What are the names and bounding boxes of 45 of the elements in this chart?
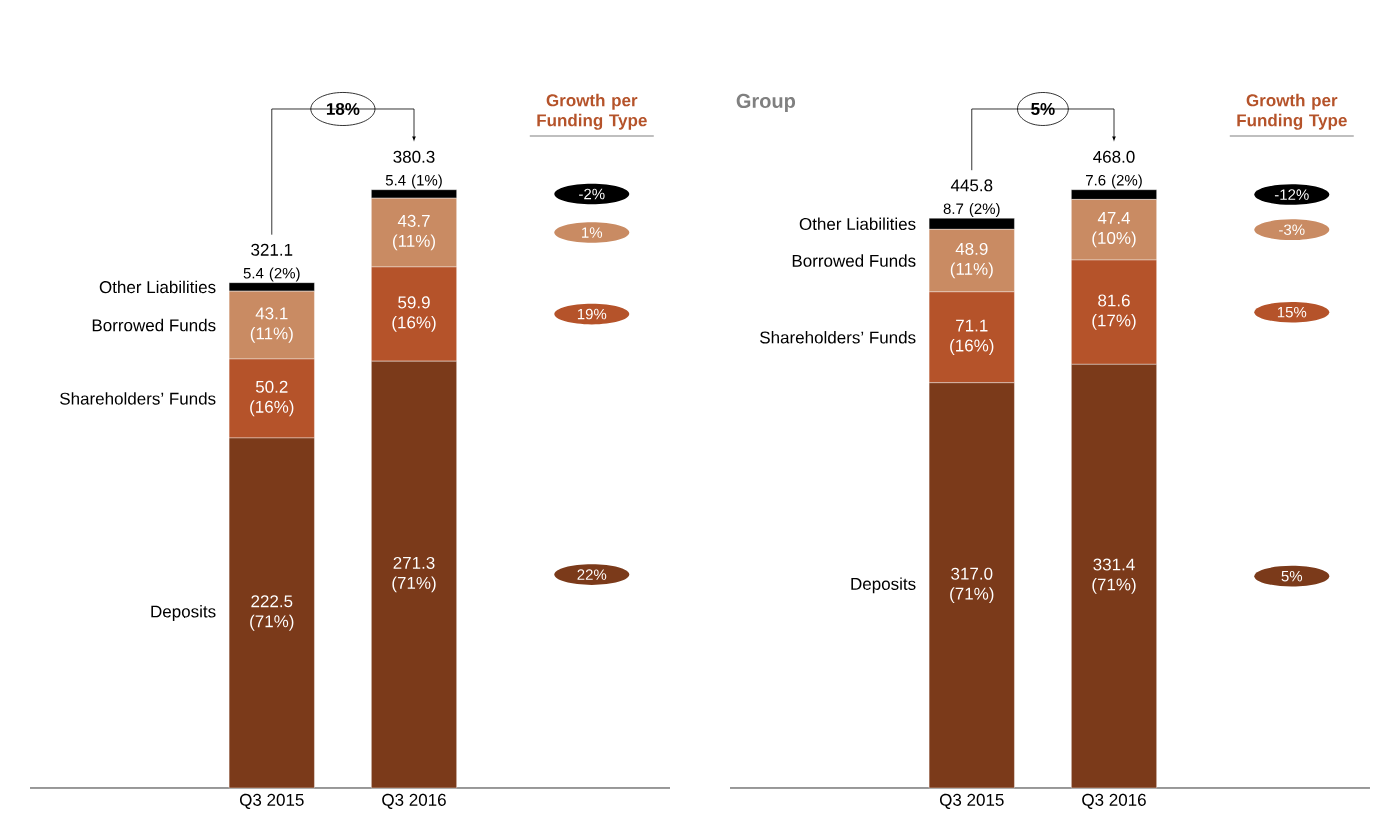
text: 5% bbox=[1031, 103, 1055, 115]
data-label: 43.7 (11%) bbox=[393, 214, 435, 251]
text: 18% bbox=[326, 102, 360, 116]
data-label: 71.1 (16%) bbox=[950, 319, 994, 355]
data-label: 7.6 (2%) bbox=[1086, 174, 1142, 189]
text: 5% bbox=[1281, 570, 1303, 582]
data-label: 5.4 (1%) bbox=[385, 174, 442, 189]
data-label: 317.0 (71%) bbox=[950, 567, 994, 604]
data-label: 48.9 (11%) bbox=[950, 242, 993, 279]
x-tick-label: Q3 2015 bbox=[939, 793, 1004, 809]
series-label: Other Liabilities bbox=[99, 280, 216, 294]
x-tick-label: Q3 2016 bbox=[1082, 793, 1146, 809]
text: 1% bbox=[582, 227, 603, 238]
data-label: 59.9 (16%) bbox=[392, 296, 436, 332]
data-label: 81.6 (17%) bbox=[1092, 294, 1136, 330]
series-label: Shareholders’ Funds bbox=[60, 392, 216, 405]
text: Growth per Funding Type bbox=[1237, 93, 1347, 130]
series-label: Deposits bbox=[851, 577, 916, 594]
data-label: 50.2 (16%) bbox=[250, 380, 294, 417]
text: 22% bbox=[577, 569, 607, 580]
series-label: Borrowed Funds bbox=[92, 318, 216, 332]
data-label: 331.4 (71%) bbox=[1092, 558, 1136, 594]
series-label: Shareholders’ Funds bbox=[760, 331, 916, 344]
total-label: 445.8 bbox=[950, 179, 993, 192]
x-tick-label: Q3 2015 bbox=[239, 793, 304, 809]
total-label: 468.0 bbox=[1093, 150, 1135, 163]
text: -12% bbox=[1274, 189, 1309, 200]
text: 15% bbox=[1277, 306, 1307, 318]
text: -3% bbox=[1279, 224, 1305, 236]
series-label: Borrowed Funds bbox=[792, 254, 916, 267]
series-label: Other Liabilities bbox=[799, 217, 916, 231]
text: Growth per Funding Type bbox=[537, 93, 647, 130]
text: 19% bbox=[577, 308, 607, 320]
text: -2% bbox=[579, 188, 605, 200]
chart-title: Group bbox=[736, 93, 796, 112]
series-label: Deposits bbox=[151, 605, 216, 621]
data-label: 47.4 (10%) bbox=[1092, 212, 1136, 248]
data-label: 271.3 (71%) bbox=[392, 556, 436, 593]
data-label: 43.1 (11%) bbox=[250, 307, 293, 343]
data-label: 222.5 (71%) bbox=[250, 595, 294, 631]
x-tick-label: Q3 2016 bbox=[382, 793, 446, 809]
total-label: 380.3 bbox=[393, 150, 435, 163]
total-label: 321.1 bbox=[251, 243, 293, 256]
data-label: 8.7 (2%) bbox=[943, 203, 1000, 218]
data-label: 5.4 (2%) bbox=[243, 267, 300, 282]
